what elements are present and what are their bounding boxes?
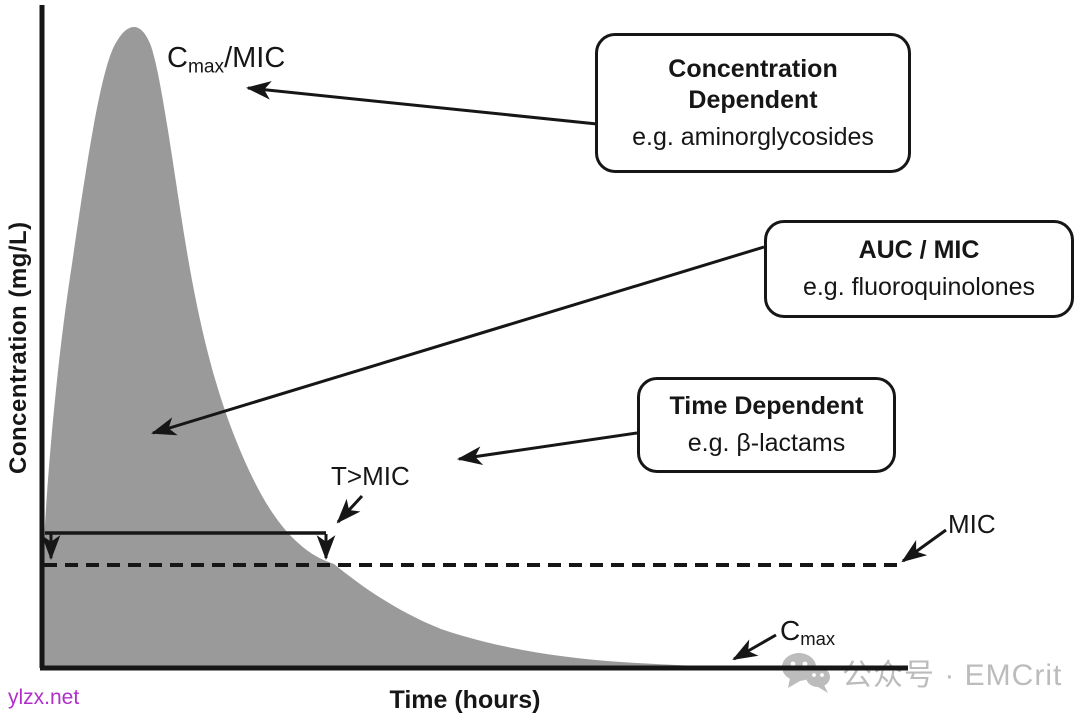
arrow-concentration-dependent [245,81,598,126]
callout-title: Time Dependent [669,392,864,420]
y-axis-label: Concentration (mg/L) [5,221,32,475]
callout-example: e.g. β-lactams [687,429,846,457]
callout-concentration-dependent: Concentration Dependent e.g. aminorglyco… [595,33,911,173]
x-axis-label: Time (hours) [389,686,541,714]
arrow-auc-mic [151,245,765,436]
callout-example: e.g. aminorglycosides [632,122,874,151]
cmax-label: Cmax [780,615,836,650]
arrow-time-dependent [456,431,638,465]
callout-title: Dependent [688,85,818,114]
cmax-mic-label: Cmax/MIC [167,42,286,78]
callout-auc-mic: AUC / MIC e.g. fluoroquinolones [764,220,1074,318]
callout-title: AUC / MIC [858,236,980,264]
site-link[interactable]: ylzx.net [8,686,80,709]
arrow-mic [901,528,947,563]
callout-time-dependent: Time Dependent e.g. β-lactams [637,377,896,473]
watermark-text: 公众号 · EMCrit [842,659,1063,692]
watermark: 公众号 · EMCrit [780,650,1062,694]
arrow-cmax [732,633,777,661]
concentration-curve [44,26,729,668]
callout-example: e.g. fluoroquinolones [802,273,1036,301]
arrow-t-mic [336,494,364,524]
mic-label: MIC [948,509,996,539]
callout-title: Concentration [668,54,838,83]
t-mic-label: T>MIC [331,461,410,491]
